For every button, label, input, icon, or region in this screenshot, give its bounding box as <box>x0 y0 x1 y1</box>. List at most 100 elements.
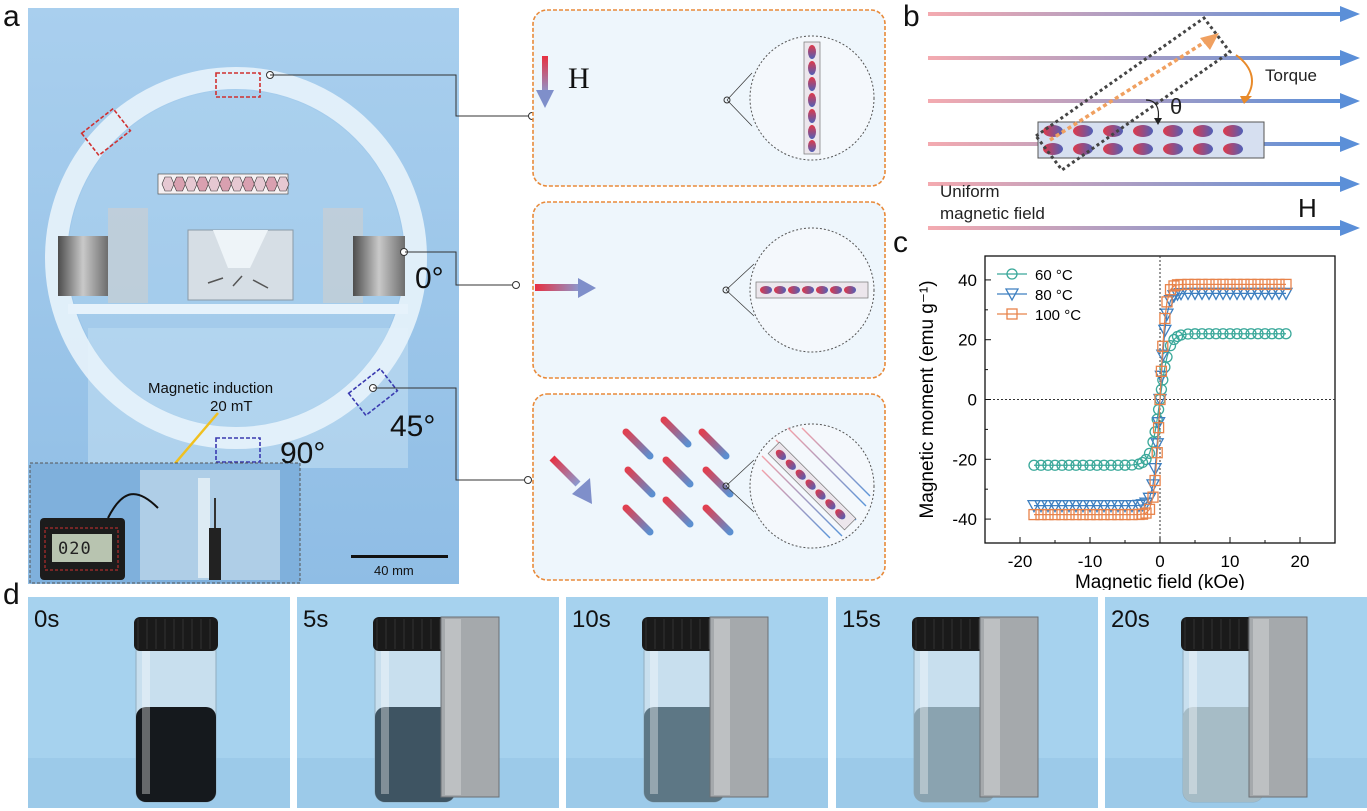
data-point <box>1056 459 1068 471</box>
data-point <box>1136 456 1149 469</box>
region-box-bottom <box>215 437 261 463</box>
data-point <box>1143 503 1156 515</box>
data-point <box>1040 499 1056 513</box>
x-tick-label: 20 <box>1291 552 1310 571</box>
field-arrow-right-icon <box>578 278 596 298</box>
uniform-field-label-1: Uniform <box>940 182 1000 201</box>
chart-legend: 60 °C 80 °C 100 °C <box>997 267 1081 324</box>
data-point <box>1196 328 1208 340</box>
data-point <box>1208 287 1224 301</box>
vial-cap <box>1181 617 1265 651</box>
data-point <box>1151 447 1163 459</box>
data-point <box>1157 340 1169 352</box>
data-point <box>1273 328 1285 340</box>
data-point <box>1175 329 1187 341</box>
legend-label: 60 °C <box>1035 267 1073 284</box>
data-point <box>1004 288 1020 302</box>
series-100C <box>1028 278 1292 521</box>
data-point <box>1238 328 1250 340</box>
data-point <box>1194 287 1210 301</box>
schematic-panel-horizontal <box>532 201 886 379</box>
y-tick-label: 40 <box>958 271 977 290</box>
data-point <box>1173 287 1189 301</box>
data-point <box>1049 508 1061 521</box>
data-point <box>1105 459 1117 471</box>
data-point <box>1210 278 1222 291</box>
data-point <box>1271 287 1287 301</box>
data-point <box>1103 499 1119 513</box>
data-point <box>1147 491 1159 503</box>
data-point <box>1068 499 1084 513</box>
vial-frame: 0s <box>28 597 290 808</box>
data-point <box>1236 287 1252 301</box>
x-axis-label: Magnetic field (kOe) <box>1075 572 1245 590</box>
data-point <box>1196 278 1208 291</box>
data-point <box>1096 499 1112 513</box>
data-point <box>1082 499 1098 513</box>
angle-45-label: 45° <box>390 410 436 443</box>
data-point <box>1264 287 1280 301</box>
data-point <box>1250 287 1266 301</box>
theta-label: θ <box>1170 94 1183 119</box>
data-point <box>1175 278 1187 291</box>
data-point <box>1063 459 1075 471</box>
frame-time-label: 5s <box>303 606 328 633</box>
data-point <box>1035 459 1047 471</box>
data-point <box>1061 499 1077 513</box>
data-point <box>1033 499 1049 513</box>
data-point <box>1210 328 1222 340</box>
data-point <box>1124 499 1140 513</box>
vial-liquid <box>644 707 724 802</box>
data-point <box>1187 287 1203 301</box>
data-point <box>1222 287 1238 301</box>
data-point <box>1006 308 1018 320</box>
vial-cap <box>373 617 457 651</box>
vial-frame: 5s <box>297 597 559 808</box>
legend-label: 80 °C <box>1035 287 1073 304</box>
data-point <box>1280 328 1292 340</box>
data-point <box>1117 499 1133 513</box>
data-point <box>1035 508 1047 521</box>
data-point <box>1243 287 1259 301</box>
y-tick-label: 20 <box>958 331 977 350</box>
data-point <box>1245 328 1257 340</box>
vial-liquid <box>136 707 216 802</box>
vial-liquid <box>914 707 994 802</box>
panel-label-d: d <box>3 578 20 611</box>
meter-reading: 020 <box>58 539 92 559</box>
data-point <box>1168 280 1180 292</box>
data-point <box>1135 499 1150 513</box>
x-tick-label: 0 <box>1155 552 1164 571</box>
data-point <box>1149 426 1161 438</box>
data-point <box>1203 278 1215 291</box>
data-point <box>1259 278 1271 291</box>
data-point <box>1280 278 1292 291</box>
data-point <box>1203 328 1215 340</box>
magnetization-chart: -20 -10 0 10 20 -40 -20 0 20 40 Magnetic field (kO… <box>917 255 1336 590</box>
vial-frame: 20s <box>1105 597 1367 808</box>
data-point <box>1224 278 1236 291</box>
data-point <box>1152 422 1165 434</box>
torque-label: Torque <box>1265 66 1317 85</box>
schematic-panels <box>532 9 886 581</box>
data-point <box>1077 459 1089 471</box>
angle-0-label: 0° <box>415 262 444 295</box>
data-point <box>1215 287 1231 301</box>
vial-cap <box>134 617 218 651</box>
data-point <box>1201 287 1217 301</box>
data-point <box>1150 438 1165 452</box>
data-point <box>1155 365 1168 377</box>
data-point <box>1098 459 1110 471</box>
field-arrow-diagonal-icon <box>572 478 592 504</box>
data-point <box>1266 278 1278 291</box>
vial-liquid <box>1183 707 1263 802</box>
frame-time-label: 20s <box>1111 606 1150 633</box>
frame-time-label: 15s <box>842 606 881 633</box>
data-point <box>1110 499 1126 513</box>
data-point <box>1217 278 1229 291</box>
magnetic-induction-value: 20 mT <box>210 398 253 415</box>
data-point <box>1231 278 1243 291</box>
vial-frame: 15s <box>836 597 1098 808</box>
uniform-field-label-2: magnetic field <box>940 204 1045 223</box>
frame-time-label: 10s <box>572 606 611 633</box>
